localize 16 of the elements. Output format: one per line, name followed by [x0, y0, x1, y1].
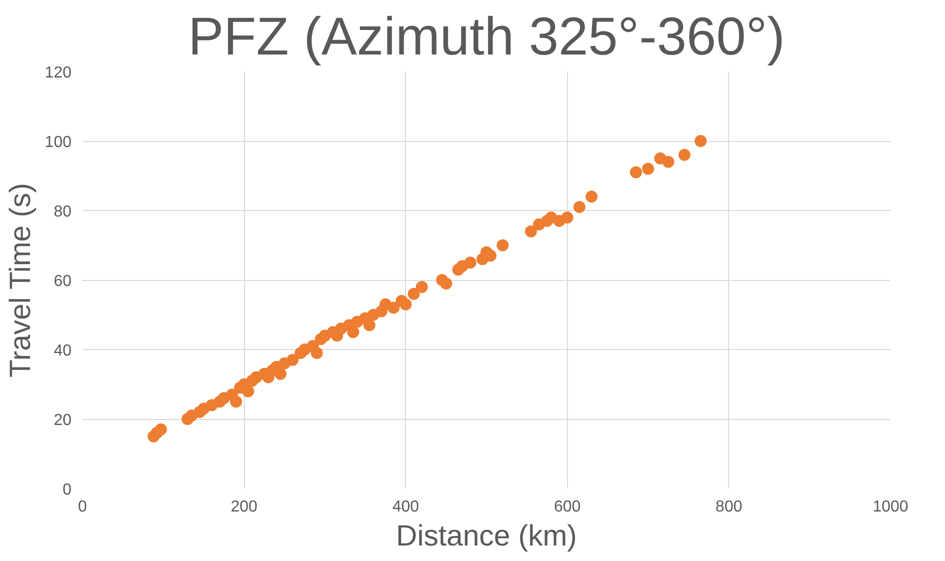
y-tick-label: 0 — [62, 482, 72, 498]
x-tick-label: 400 — [392, 498, 420, 516]
x-tick-label: 800 — [716, 498, 742, 516]
y-tick-label: 60 — [54, 273, 72, 290]
y-tick-label: 120 — [44, 64, 72, 82]
y-tick-label: 100 — [44, 134, 72, 151]
y-axis-title: Travel Time (s) — [4, 183, 37, 378]
y-tick-label: 40 — [54, 342, 72, 360]
y-tick-label: 80 — [54, 204, 72, 220]
x-tick-label: 0 — [78, 498, 88, 516]
x-tick-label: 200 — [230, 498, 258, 516]
x-tick-label: 600 — [554, 498, 581, 516]
x-axis-title: Distance (km) — [396, 520, 577, 552]
y-tick-label: 20 — [54, 412, 72, 429]
chart-title: PFZ (Azimuth 325°-360°) — [188, 8, 785, 66]
x-tick-label: 1000 — [872, 498, 908, 516]
